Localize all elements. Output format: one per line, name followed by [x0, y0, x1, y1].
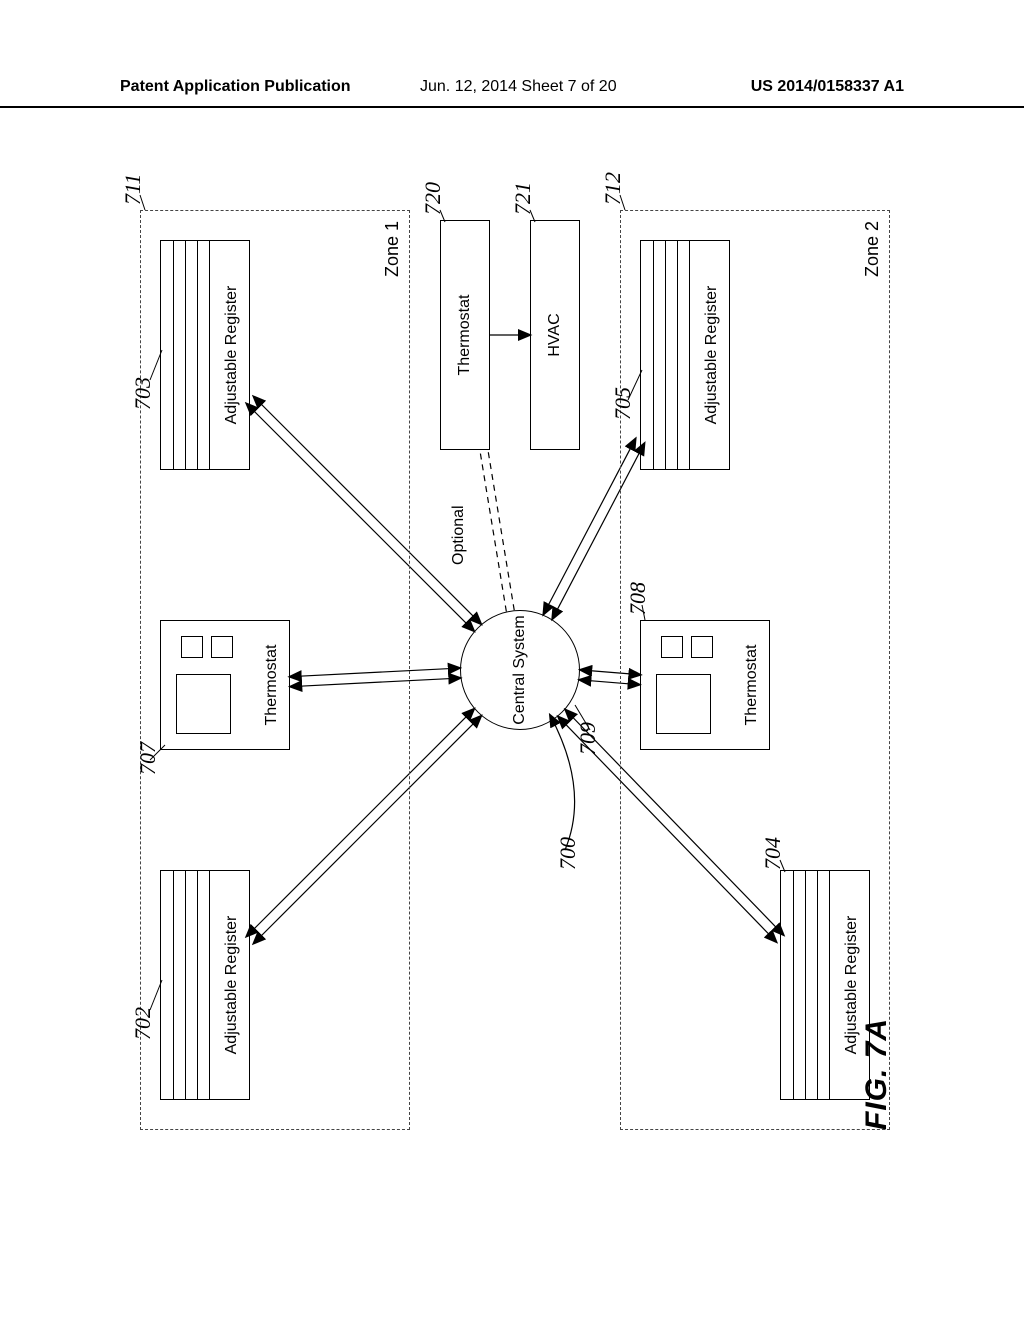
register-label: Adjustable Register: [223, 871, 241, 1099]
zone-1-label: Zone 1: [382, 221, 403, 277]
main-thermostat-label: Thermostat: [456, 295, 474, 376]
ref-700: 700: [555, 837, 581, 870]
figure-7a-diagram: Zone 1 711 Zone 2 712 Adjustable Registe…: [120, 170, 900, 1170]
thermostat-label: Thermostat: [743, 621, 761, 749]
thermostat-label: Thermostat: [263, 621, 281, 749]
ref-702: 702: [130, 1007, 156, 1040]
adjustable-register-705: Adjustable Register: [640, 240, 730, 470]
main-thermostat-720: Thermostat: [440, 220, 490, 450]
ref-703: 703: [130, 377, 156, 410]
register-label: Adjustable Register: [223, 241, 241, 469]
figure-container: Zone 1 711 Zone 2 712 Adjustable Registe…: [120, 170, 900, 1170]
register-label: Adjustable Register: [703, 241, 721, 469]
hvac-node-721: HVAC: [530, 220, 580, 450]
ref-707: 707: [135, 742, 161, 775]
zone-thermostat-707: Thermostat: [160, 620, 290, 750]
header-left: Patent Application Publication: [120, 78, 351, 96]
zone-thermostat-708: Thermostat: [640, 620, 770, 750]
ref-712: 712: [600, 172, 626, 205]
ref-704: 704: [760, 837, 786, 870]
ref-720: 720: [420, 182, 446, 215]
ref-721: 721: [510, 182, 536, 215]
zone-2-label: Zone 2: [862, 221, 883, 277]
header-mid: Jun. 12, 2014 Sheet 7 of 20: [420, 78, 617, 96]
central-system-node: Central System: [460, 610, 580, 730]
ref-709: 709: [575, 722, 601, 755]
adjustable-register-703: Adjustable Register: [160, 240, 250, 470]
hvac-label: HVAC: [546, 313, 564, 356]
adjustable-register-702: Adjustable Register: [160, 870, 250, 1100]
ref-705: 705: [610, 387, 636, 420]
ref-711: 711: [120, 174, 146, 205]
figure-label: FIG. 7A: [860, 1018, 894, 1130]
optional-link-label: Optional: [450, 505, 468, 565]
ref-708: 708: [625, 582, 651, 615]
adjustable-register-704: Adjustable Register: [780, 870, 870, 1100]
register-label: Adjustable Register: [843, 871, 861, 1099]
header-right: US 2014/0158337 A1: [751, 78, 904, 96]
central-label: Central System: [511, 615, 529, 724]
